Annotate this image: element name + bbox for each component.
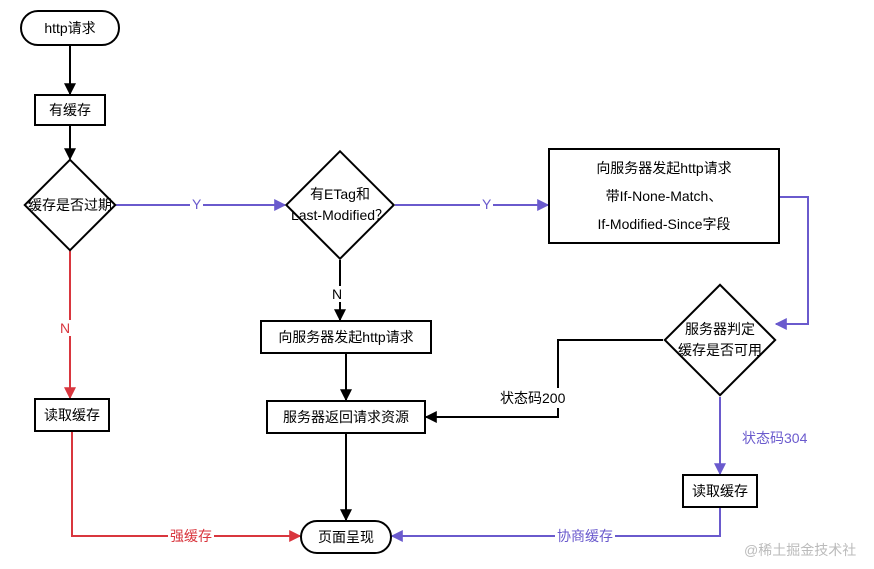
- edge-label-y2: Y: [480, 196, 493, 212]
- edge-label-200: 状态码200: [498, 388, 567, 408]
- edge: [72, 432, 300, 536]
- request-with-headers-node: 向服务器发起http请求 带If-None-Match、 If-Modified…: [548, 148, 780, 244]
- render-node: 页面呈现: [300, 520, 392, 554]
- edge-label-304: 状态码304: [740, 428, 809, 448]
- cache-expired-label: 缓存是否过期: [10, 170, 130, 240]
- edge-label-strong-cache: 强缓存: [168, 526, 214, 546]
- etag-label: 有ETag和 Last-Modified？: [260, 175, 420, 235]
- start-node: http请求: [20, 10, 120, 46]
- read-cache-left-node: 读取缓存: [34, 398, 110, 432]
- edge-label-negotiation-cache: 协商缓存: [555, 526, 615, 546]
- server-return-node: 服务器返回请求资源: [266, 400, 426, 434]
- edge-label-n2: N: [330, 286, 344, 302]
- has-cache-node: 有缓存: [34, 94, 106, 126]
- request-no-headers-node: 向服务器发起http请求: [260, 320, 432, 354]
- edge: [776, 197, 808, 324]
- edge-label-n1: N: [58, 320, 72, 336]
- edge-label-y1: Y: [190, 196, 203, 212]
- read-cache-right-node: 读取缓存: [682, 474, 758, 508]
- server-judge-label: 服务器判定 缓存是否可用: [650, 310, 790, 370]
- watermark: @稀土掘金技术社: [744, 540, 856, 560]
